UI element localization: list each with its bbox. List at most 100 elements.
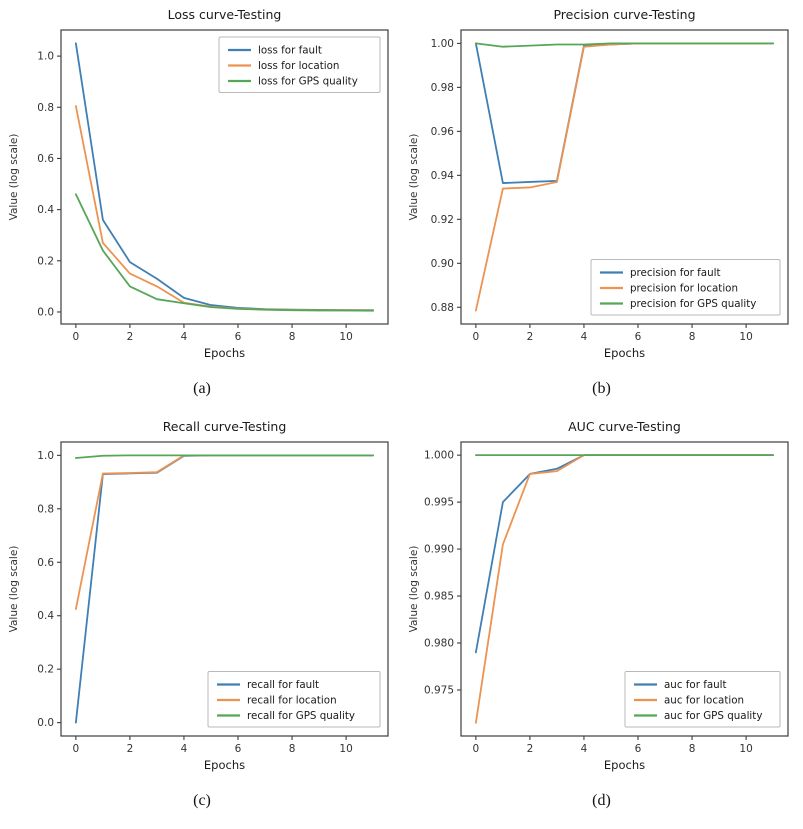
y-tick-label: 0.8 — [37, 102, 54, 114]
x-tick-label: 8 — [289, 331, 296, 343]
y-tick-label: 1.0 — [37, 51, 54, 63]
legend-label: precision for location — [630, 283, 738, 295]
legend-box — [590, 259, 780, 316]
legend-label: recall for fault — [247, 679, 319, 691]
x-tick-label: 10 — [739, 331, 752, 343]
chart-title: Recall curve-Testing — [163, 419, 287, 434]
y-tick-label: 1.000 — [423, 450, 453, 462]
series-line-orange — [74, 105, 375, 312]
axes: 0.88 0.90 0.92 0.94 0.96 0.98 1.00 0 2 4 6 8 10 — [430, 29, 789, 343]
x-tick-label: 2 — [127, 331, 134, 343]
plot-frame — [60, 29, 389, 325]
legend: recall for fault recall for location recal… — [207, 671, 381, 728]
x-tick-label: 10 — [339, 331, 352, 343]
legend-box — [207, 671, 381, 728]
x-axis-label: Epochs — [204, 346, 245, 360]
y-tick-label: 1.0 — [37, 450, 54, 462]
x-tick-label: 0 — [472, 743, 479, 755]
y-tick-label: 0.0 — [37, 306, 54, 318]
x-tick-label: 0 — [73, 743, 80, 755]
y-tick-label: 0.94 — [430, 170, 454, 182]
x-tick-label: 2 — [526, 743, 533, 755]
legend-label: auc for fault — [664, 679, 727, 691]
y-tick-label: 0.995 — [423, 497, 453, 509]
y-axis-label: Value (log scale) — [8, 546, 20, 633]
series-line-orange — [74, 454, 375, 610]
auc-chart: 0.975 0.980 0.985 0.990 0.995 1.000 0 2 4 6 8 10 AUC… — [408, 419, 789, 772]
x-axis-label: Epochs — [204, 758, 245, 772]
y-tick-label: 0.90 — [430, 258, 453, 270]
series-line-green — [74, 193, 375, 312]
series-line-green — [74, 454, 375, 459]
x-axis-label: Epochs — [603, 758, 644, 772]
y-tick-label: 0.990 — [423, 544, 453, 556]
precision-chart: 0.88 0.90 0.92 0.94 0.96 0.98 1.00 0 2 4 6 8 10 Preci… — [408, 7, 789, 360]
x-axis-label: Epochs — [603, 346, 644, 360]
x-tick-label: 4 — [181, 743, 188, 755]
y-tick-label: 0.88 — [430, 302, 453, 314]
axes: 0.0 0.2 0.4 0.6 0.8 1.0 0 2 4 6 8 10 — [37, 29, 389, 343]
legend-label: loss for location — [258, 60, 339, 72]
x-tick-label: 6 — [235, 743, 242, 755]
legend-label: precision for GPS quality — [630, 298, 756, 310]
x-tick-label: 2 — [526, 331, 533, 343]
x-tick-label: 4 — [181, 331, 188, 343]
y-tick-label: 0.4 — [37, 204, 54, 216]
legend: auc for fault auc for location auc for GPS… — [624, 671, 780, 728]
x-tick-label: 4 — [580, 331, 587, 343]
plot-frame — [60, 441, 389, 737]
x-tick-label: 0 — [472, 331, 479, 343]
y-tick-label: 0.0 — [37, 717, 54, 729]
x-tick-label: 6 — [634, 743, 641, 755]
recall-chart: 0.0 0.2 0.4 0.6 0.8 1.0 0 2 4 6 8 10 Recall curve-Te… — [8, 419, 389, 772]
legend-label: recall for GPS quality — [247, 710, 355, 722]
chart-panel-recall: 0.0 0.2 0.4 0.6 0.8 1.0 0 2 4 6 8 10 Recall curve-Te… — [2, 416, 402, 828]
y-tick-label: 0.6 — [37, 153, 54, 165]
legend: loss for fault loss for location loss for … — [218, 36, 381, 93]
y-axis-label: Value (log scale) — [408, 546, 420, 633]
series-line-blue — [474, 454, 774, 654]
y-tick-label: 0.6 — [37, 557, 54, 569]
y-axis-label: Value (log scale) — [8, 134, 20, 221]
x-tick-label: 4 — [580, 743, 587, 755]
subfigure-caption-c: (c) — [193, 792, 211, 809]
legend-box — [218, 36, 381, 93]
legend-label: auc for GPS quality — [664, 710, 762, 722]
y-tick-label: 0.975 — [423, 684, 453, 696]
axes: 0.975 0.980 0.985 0.990 0.995 1.000 0 2 4 6 8 10 — [423, 441, 789, 755]
axes: 0.0 0.2 0.4 0.6 0.8 1.0 0 2 4 6 8 10 — [37, 441, 389, 755]
y-tick-label: 0.2 — [37, 255, 54, 267]
legend-label: recall for location — [247, 695, 337, 707]
plot-frame — [459, 29, 789, 325]
chart-title: Loss curve-Testing — [168, 7, 282, 22]
legend-label: auc for location — [664, 695, 744, 707]
x-tick-label: 6 — [634, 331, 641, 343]
chart-panel-precision: 0.88 0.90 0.92 0.94 0.96 0.98 1.00 0 2 4 6 8 10 Preci… — [402, 4, 801, 416]
subfigure-caption-d: (d) — [592, 792, 611, 809]
x-tick-label: 2 — [127, 743, 134, 755]
y-tick-label: 0.8 — [37, 503, 54, 515]
subfigure-caption-a: (a) — [193, 380, 211, 397]
x-tick-label: 8 — [289, 743, 296, 755]
y-tick-label: 1.00 — [430, 38, 453, 50]
y-axis-label: Value (log scale) — [408, 134, 420, 221]
x-tick-label: 0 — [73, 331, 80, 343]
legend-label: precision for fault — [630, 267, 721, 279]
series-line-green — [474, 42, 774, 48]
chart-panel-auc: 0.975 0.980 0.985 0.990 0.995 1.000 0 2 4 6 8 10 AUC… — [402, 416, 801, 828]
x-tick-label: 8 — [688, 743, 695, 755]
x-tick-label: 10 — [739, 743, 752, 755]
chart-panel-loss: 0.0 0.2 0.4 0.6 0.8 1.0 0 2 4 6 8 10 Loss curve-Test… — [2, 4, 402, 416]
x-tick-label: 6 — [235, 331, 242, 343]
plot-frame — [459, 441, 789, 737]
legend-label: loss for GPS quality — [258, 76, 358, 88]
x-tick-label: 8 — [688, 331, 695, 343]
legend-label: loss for fault — [258, 45, 322, 57]
x-tick-label: 10 — [339, 743, 352, 755]
loss-chart: 0.0 0.2 0.4 0.6 0.8 1.0 0 2 4 6 8 10 Loss curve-Test… — [8, 7, 389, 360]
y-tick-label: 0.92 — [430, 214, 453, 226]
legend-box — [624, 671, 780, 728]
legend: precision for fault precision for locatio… — [590, 259, 780, 316]
y-tick-label: 0.2 — [37, 664, 54, 676]
y-tick-label: 0.4 — [37, 610, 54, 622]
